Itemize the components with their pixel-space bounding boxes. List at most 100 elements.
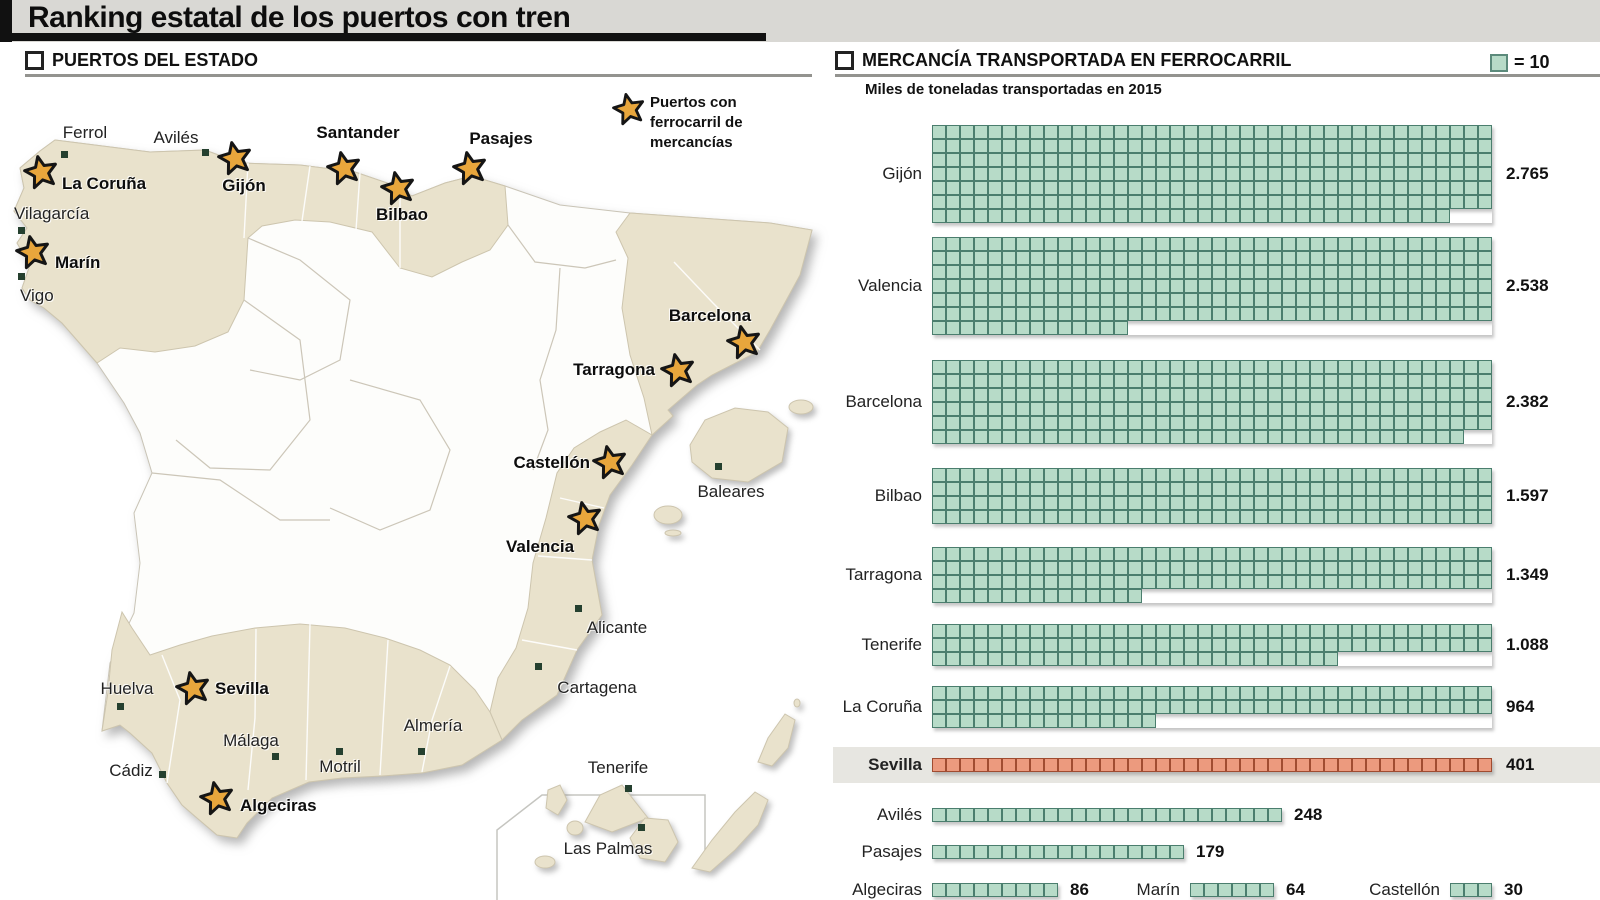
unit-square-green <box>1044 496 1058 510</box>
unit-square-green <box>1352 700 1366 714</box>
unit-square-green <box>1142 360 1156 374</box>
map-label-bilbao: Bilbao <box>376 205 428 224</box>
unit-square-green <box>1394 624 1408 638</box>
unit-square-green <box>988 209 1002 223</box>
unit-square-green <box>1030 153 1044 167</box>
unit-square-green <box>1282 416 1296 430</box>
unit-square-red <box>1086 758 1100 772</box>
unit-square-green <box>1156 167 1170 181</box>
unit-square-green <box>1380 265 1394 279</box>
unit-square-green <box>1254 547 1268 561</box>
unit-square-green <box>1268 808 1282 822</box>
unit-square-green <box>1408 575 1422 589</box>
unit-square-green <box>1268 195 1282 209</box>
unit-square-green <box>1072 125 1086 139</box>
unit-square-green <box>960 845 974 859</box>
unit-square-green <box>1366 575 1380 589</box>
unit-square-green <box>1310 153 1324 167</box>
port-star-icon-la-coruña <box>23 154 59 195</box>
unit-square-green <box>1464 360 1478 374</box>
unit-square-green <box>1310 195 1324 209</box>
unit-square-green <box>1380 307 1394 321</box>
unit-square-green <box>1296 251 1310 265</box>
unit-square-green <box>1226 374 1240 388</box>
unit-square-green <box>1100 265 1114 279</box>
unit-square-green <box>1198 402 1212 416</box>
unit-square-green <box>1232 883 1246 897</box>
city-dot-vilagarcía <box>18 227 25 234</box>
unit-square-green <box>1142 374 1156 388</box>
unit-square-green <box>1086 575 1100 589</box>
unit-square-green <box>988 589 1002 603</box>
unit-square-green <box>1086 402 1100 416</box>
unit-square-green <box>1226 561 1240 575</box>
unit-square-green <box>1464 237 1478 251</box>
unit-square-green <box>960 700 974 714</box>
unit-square-green <box>960 237 974 251</box>
unit-square-green <box>1058 360 1072 374</box>
unit-square-green <box>1114 125 1128 139</box>
unit-square-green <box>1170 402 1184 416</box>
unit-square-green <box>946 279 960 293</box>
unit-square-green <box>1044 139 1058 153</box>
unit-square-green <box>1338 195 1352 209</box>
unit-square-green <box>1058 293 1072 307</box>
unit-square-green <box>988 265 1002 279</box>
unit-square-green <box>1142 510 1156 524</box>
map-label-tenerife: Tenerife <box>587 758 649 777</box>
unit-square-green <box>1100 388 1114 402</box>
unit-square-green <box>1296 510 1310 524</box>
unit-square-green <box>1240 575 1254 589</box>
unit-square-green <box>1338 388 1352 402</box>
unit-square-green <box>1156 209 1170 223</box>
unit-square-green <box>1268 510 1282 524</box>
unit-square-green <box>1002 652 1016 666</box>
unit-square-green <box>946 181 960 195</box>
unit-square-green <box>1114 139 1128 153</box>
unit-square-green <box>1408 293 1422 307</box>
unit-square-green <box>1114 251 1128 265</box>
unit-square-green <box>988 181 1002 195</box>
unit-square-green <box>1212 360 1226 374</box>
unit-square-green <box>1170 547 1184 561</box>
unit-square-green <box>1240 279 1254 293</box>
unit-square-green <box>946 209 960 223</box>
unit-square-green <box>1226 547 1240 561</box>
unit-square-green <box>1100 808 1114 822</box>
map-label-almería: Almería <box>403 716 463 735</box>
unit-square-green <box>1058 181 1072 195</box>
unit-square-green <box>1016 686 1030 700</box>
unit-square-green <box>1184 575 1198 589</box>
unit-square-green <box>1002 374 1016 388</box>
unit-square-green <box>1408 402 1422 416</box>
unit-square-green <box>1324 388 1338 402</box>
unit-square-green <box>1086 167 1100 181</box>
unit-square-green <box>1324 307 1338 321</box>
unit-square-green <box>1170 700 1184 714</box>
unit-square-green <box>1072 700 1086 714</box>
unit-square-green <box>1282 430 1296 444</box>
unit-square-green <box>1170 167 1184 181</box>
unit-square-green <box>1044 388 1058 402</box>
unit-square-green <box>1240 237 1254 251</box>
unit-square-green <box>1128 652 1142 666</box>
island-la-gomera <box>566 820 584 836</box>
unit-square-green <box>1380 167 1394 181</box>
unit-square-green <box>1436 547 1450 561</box>
unit-square-green <box>1478 510 1492 524</box>
map-label-santander: Santander <box>316 123 400 142</box>
chart-row-value: 964 <box>1506 697 1535 716</box>
unit-square-green <box>1030 561 1044 575</box>
unit-square-green <box>1128 181 1142 195</box>
unit-square-green <box>1016 430 1030 444</box>
unit-square-green <box>960 638 974 652</box>
unit-square-green <box>1002 638 1016 652</box>
unit-square-green <box>1030 714 1044 728</box>
port-star-icon-barcelona <box>726 324 762 365</box>
unit-square-green <box>1310 575 1324 589</box>
unit-square-green <box>1422 496 1436 510</box>
unit-square-green <box>1380 686 1394 700</box>
unit-square-green <box>1198 293 1212 307</box>
unit-square-green <box>1156 624 1170 638</box>
unit-square-green <box>1240 638 1254 652</box>
